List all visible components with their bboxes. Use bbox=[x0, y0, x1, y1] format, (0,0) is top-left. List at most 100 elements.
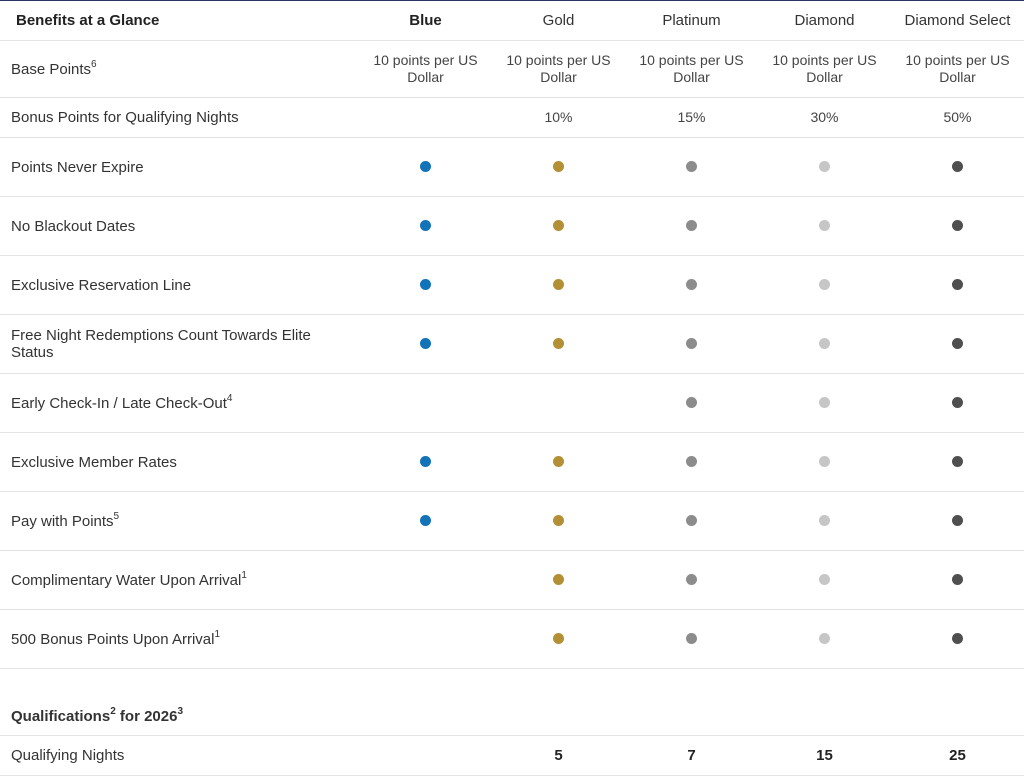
header-row: Benefits at a Glance Blue Gold Platinum … bbox=[0, 1, 1024, 41]
footnote-marker: 2 bbox=[110, 706, 116, 717]
included-dot-icon bbox=[553, 219, 564, 231]
included-dot-icon bbox=[686, 396, 697, 408]
cell-platinum bbox=[625, 432, 758, 492]
benefit-row: 500 Bonus Points Upon Arrival1 bbox=[0, 609, 1024, 669]
included-dot-icon bbox=[686, 160, 697, 172]
benefit-row: No Blackout Dates bbox=[0, 196, 1024, 256]
cell-gold bbox=[492, 491, 625, 551]
cell-diamond bbox=[758, 432, 891, 492]
base-points-gold: 10 points per US Dollar bbox=[492, 40, 625, 98]
cell-platinum bbox=[625, 491, 758, 551]
footnote-marker: 4 bbox=[226, 392, 233, 404]
included-dot-icon bbox=[819, 160, 830, 172]
cell-platinum bbox=[625, 137, 758, 197]
included-dot-icon bbox=[686, 278, 697, 290]
cell-diamond bbox=[758, 314, 891, 374]
base-points-row: Base Points6 10 points per US Dollar 10 … bbox=[0, 40, 1024, 98]
tier-header-gold: Gold bbox=[492, 1, 625, 41]
cell-blue bbox=[359, 609, 492, 669]
row-label: 500 Bonus Points Upon Arrival1 bbox=[0, 609, 359, 669]
bonus-points-row: Bonus Points for Qualifying Nights 10% 1… bbox=[0, 97, 1024, 138]
included-dot-icon bbox=[819, 455, 830, 467]
included-dot-icon bbox=[553, 632, 564, 644]
cell-gold bbox=[492, 314, 625, 374]
included-dot-icon bbox=[553, 337, 564, 349]
included-dot-icon bbox=[420, 455, 431, 467]
cell-diamond bbox=[758, 550, 891, 610]
cell-gold bbox=[492, 432, 625, 492]
cell-diamond bbox=[758, 137, 891, 197]
cell-platinum bbox=[625, 196, 758, 256]
cell-diamond-select bbox=[891, 491, 1024, 551]
included-dot-icon bbox=[952, 455, 963, 467]
benefit-row: Exclusive Member Rates bbox=[0, 432, 1024, 492]
row-label: Complimentary Water Upon Arrival1 bbox=[0, 550, 359, 610]
footnote-marker: 1 bbox=[241, 569, 247, 581]
cell-gold bbox=[492, 255, 625, 315]
included-dot-icon bbox=[686, 455, 697, 467]
cell-diamond bbox=[758, 609, 891, 669]
table-title: Benefits at a Glance bbox=[0, 1, 359, 41]
included-dot-icon bbox=[819, 632, 830, 644]
benefit-row: Early Check-In / Late Check-Out4 bbox=[0, 373, 1024, 433]
cell-blue bbox=[359, 314, 492, 374]
row-label: No Blackout Dates bbox=[0, 196, 359, 256]
included-dot-icon bbox=[819, 337, 830, 349]
cell-diamond-select bbox=[891, 550, 1024, 610]
bonus-points-diamond-select: 50% bbox=[891, 97, 1024, 138]
included-dot-icon bbox=[952, 396, 963, 408]
cell-diamond bbox=[758, 373, 891, 433]
tier-header-diamond-select: Diamond Select bbox=[891, 1, 1024, 41]
included-dot-icon bbox=[420, 337, 431, 349]
cell-gold bbox=[492, 609, 625, 669]
included-dot-icon bbox=[686, 337, 697, 349]
cell-gold bbox=[492, 373, 625, 433]
included-dot-icon bbox=[553, 160, 564, 172]
bonus-points-blue bbox=[359, 97, 492, 138]
included-dot-icon bbox=[952, 573, 963, 585]
row-label: Points Never Expire bbox=[0, 137, 359, 197]
included-dot-icon bbox=[952, 632, 963, 644]
cell-blue bbox=[359, 550, 492, 610]
included-dot-icon bbox=[952, 278, 963, 290]
cell-diamond bbox=[758, 196, 891, 256]
included-dot-icon bbox=[553, 573, 564, 585]
included-dot-icon bbox=[420, 219, 431, 231]
included-dot-icon bbox=[686, 632, 697, 644]
included-dot-icon bbox=[420, 514, 431, 526]
included-dot-icon bbox=[952, 219, 963, 231]
cell-diamond-select bbox=[891, 255, 1024, 315]
benefit-row: Exclusive Reservation Line bbox=[0, 255, 1024, 315]
row-label: Pay with Points5 bbox=[0, 491, 359, 551]
bonus-points-diamond: 30% bbox=[758, 97, 891, 138]
included-dot-icon bbox=[952, 160, 963, 172]
row-label: Exclusive Reservation Line bbox=[0, 255, 359, 315]
row-label: Exclusive Member Rates bbox=[0, 432, 359, 492]
cell-diamond bbox=[758, 255, 891, 315]
benefit-row: Pay with Points5 bbox=[0, 491, 1024, 551]
nights-diamond-select: 25 bbox=[891, 735, 1024, 776]
cell-diamond-select bbox=[891, 609, 1024, 669]
cell-diamond-select bbox=[891, 314, 1024, 374]
qualifying-nights-row: Qualifying Nights 5 7 15 25 bbox=[0, 735, 1024, 776]
cell-blue bbox=[359, 491, 492, 551]
cell-gold bbox=[492, 550, 625, 610]
cell-diamond-select bbox=[891, 432, 1024, 492]
cell-gold bbox=[492, 196, 625, 256]
included-dot-icon bbox=[819, 219, 830, 231]
included-dot-icon bbox=[686, 514, 697, 526]
footnote-marker: 5 bbox=[113, 510, 120, 522]
cell-diamond-select bbox=[891, 196, 1024, 256]
row-label: Free Night Redemptions Count Towards Eli… bbox=[0, 314, 359, 374]
nights-platinum: 7 bbox=[625, 735, 758, 776]
included-dot-icon bbox=[553, 514, 564, 526]
footnote-marker: 3 bbox=[177, 706, 184, 717]
benefit-row: Complimentary Water Upon Arrival1 bbox=[0, 550, 1024, 610]
bonus-points-gold: 10% bbox=[492, 97, 625, 138]
cell-gold bbox=[492, 137, 625, 197]
row-label: Bonus Points for Qualifying Nights bbox=[0, 97, 359, 138]
cell-blue bbox=[359, 137, 492, 197]
included-dot-icon bbox=[819, 278, 830, 290]
